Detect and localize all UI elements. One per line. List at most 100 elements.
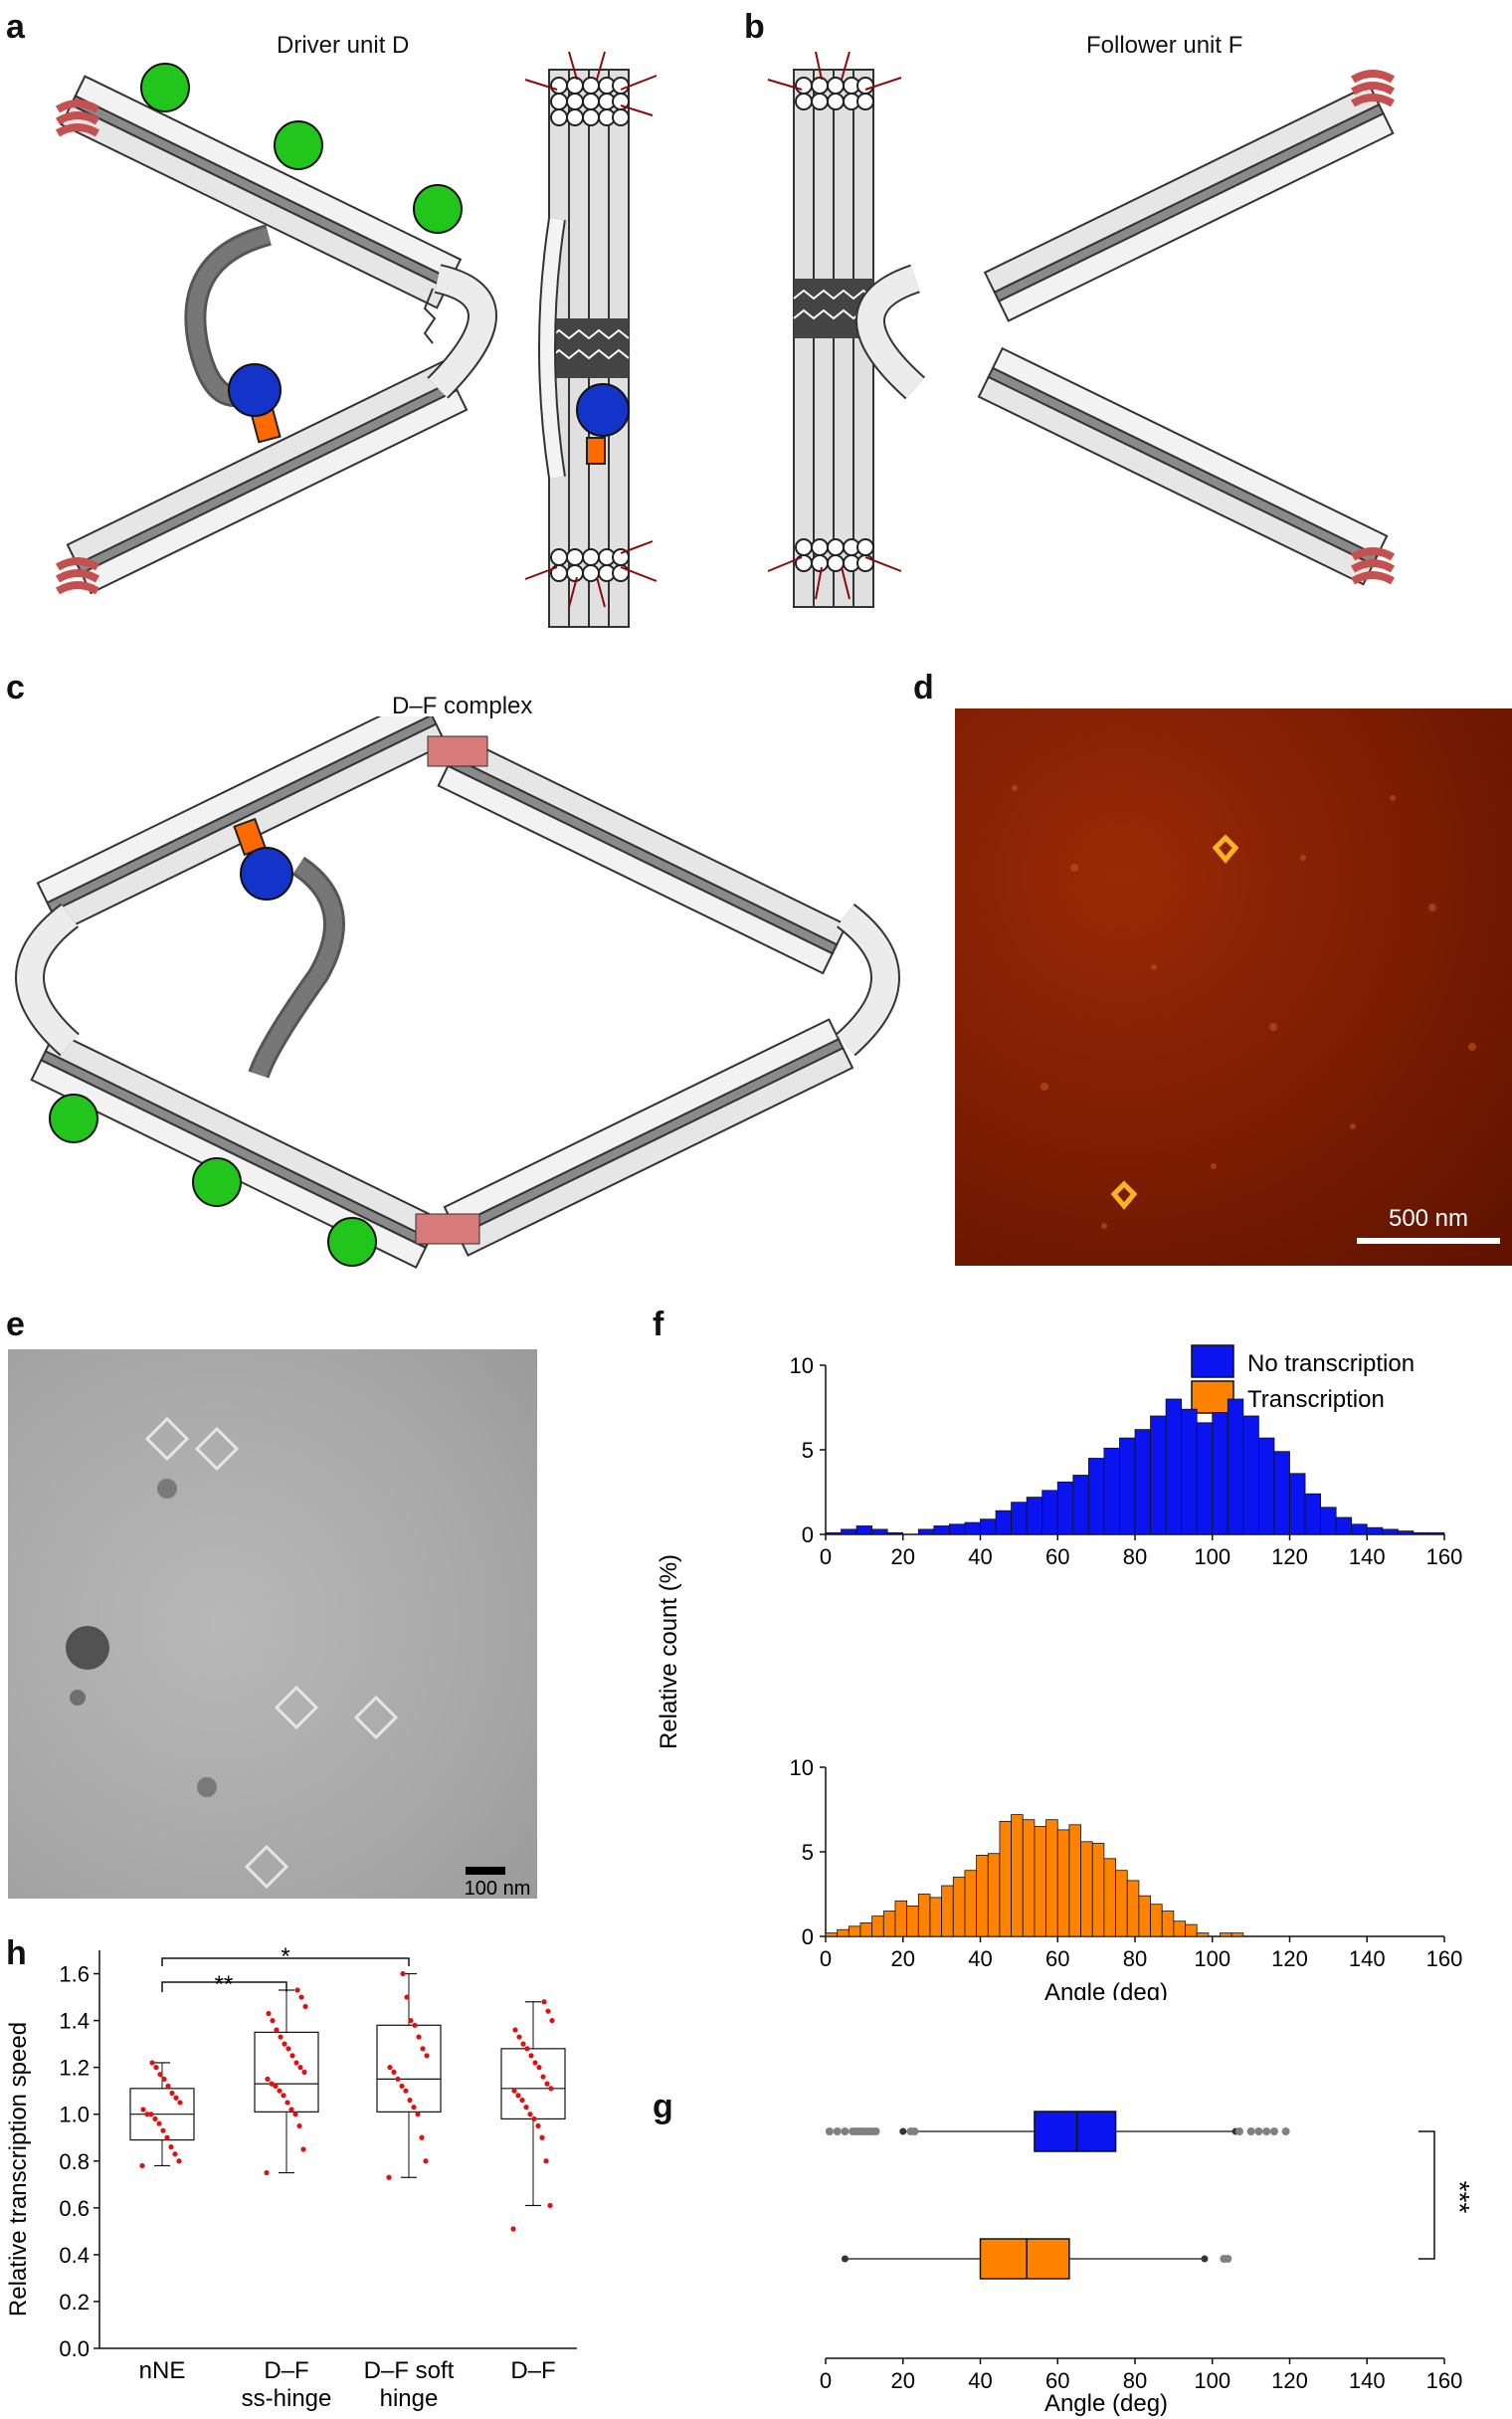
panel-letter-f: f	[653, 1306, 664, 1343]
x-tick-label: 140	[1349, 1946, 1386, 1971]
outlier-point	[1281, 2127, 1290, 2135]
df-complex-schematic	[15, 716, 900, 1269]
legend-label-transcription: Transcription	[1247, 1386, 1385, 1413]
data-point	[149, 2060, 155, 2066]
data-point	[294, 1987, 300, 1993]
data-point	[176, 2158, 182, 2164]
outlier-point	[841, 2127, 850, 2135]
driver-unit-schematic	[55, 51, 658, 628]
data-point	[511, 2088, 517, 2094]
histogram-bar	[964, 1521, 981, 1535]
data-point	[416, 2034, 422, 2040]
data-point	[512, 2027, 518, 2033]
data-point	[156, 2120, 162, 2126]
y-tick-label: 0.0	[59, 2336, 90, 2361]
histogram-bar	[871, 1528, 888, 1535]
x-tick-label: D–F	[264, 2357, 308, 2384]
histogram-bar	[1138, 1895, 1151, 1937]
histogram-bar	[1103, 1858, 1116, 1937]
y-tick-label: 1.2	[59, 2056, 90, 2081]
data-point	[139, 2162, 145, 2169]
data-point	[544, 2081, 550, 2087]
data-point	[524, 2046, 530, 2052]
histogram-bar	[1320, 1507, 1337, 1535]
x-axis-label: Angle (deg)	[1044, 1979, 1168, 2000]
histogram-bar	[1056, 1829, 1070, 1937]
follower-unit-schematic	[767, 51, 1396, 608]
histogram-bar	[906, 1906, 919, 1937]
box	[500, 2048, 566, 2120]
x-axis-label: Angle (deg)	[1044, 2390, 1168, 2417]
data-point	[395, 2076, 401, 2083]
histogram-bar	[1045, 1819, 1058, 1937]
x-tick-label: 40	[968, 1544, 992, 1569]
green-label-dot	[192, 1157, 242, 1207]
histogram-bar	[1220, 1932, 1232, 1937]
box	[1034, 2111, 1117, 2152]
histogram-bar	[825, 1932, 839, 1937]
data-point	[152, 2116, 158, 2122]
outlier-point	[1254, 2127, 1263, 2135]
data-point	[269, 2081, 275, 2087]
outlier-point	[833, 2127, 842, 2135]
data-point	[549, 2017, 555, 2024]
legend-swatch-transcription	[1191, 1380, 1234, 1414]
x-tick-label: 0	[820, 2368, 832, 2393]
histogram-chart: Relative count (%) Angle (deg) No transc…	[656, 1344, 1462, 2000]
x-tick-label: 20	[891, 1946, 915, 1971]
green-label-dot	[49, 1094, 98, 1143]
rnap-blue-dot	[228, 363, 282, 417]
histogram-bar	[1056, 1481, 1074, 1535]
panel-letter-b: b	[744, 8, 765, 46]
data-point	[278, 2034, 284, 2040]
angle-boxplot-chart: Angle (deg) *** 0 20 40 60 80 100 120 140 160	[820, 2111, 1475, 2417]
data-point	[516, 2034, 522, 2040]
rnap-blue-dot	[240, 847, 293, 901]
data-point	[292, 2112, 298, 2117]
data-point	[300, 2146, 306, 2152]
panel-letter-g: g	[653, 2088, 673, 2125]
data-point	[399, 2083, 405, 2090]
histogram-bar	[841, 1528, 857, 1535]
data-point	[282, 2041, 287, 2047]
data-point	[412, 2022, 418, 2028]
data-point	[160, 2127, 166, 2133]
x-tick-label: 100	[1194, 1544, 1230, 1569]
x-tick-label: nNE	[139, 2357, 186, 2384]
data-point	[298, 1994, 304, 2000]
data-point	[177, 2100, 183, 2106]
y-tick-label: 10	[790, 1755, 814, 1780]
data-point	[407, 2097, 413, 2104]
histogram-bar	[1304, 1493, 1321, 1535]
data-point	[264, 2169, 270, 2176]
histogram-bar	[1366, 1526, 1384, 1535]
follower-upper-arm	[983, 84, 1395, 322]
whisker-end	[841, 2255, 849, 2263]
legend-swatch-no-transcription	[1191, 1344, 1234, 1378]
data-point	[270, 2017, 276, 2024]
x-tick-label: 60	[1045, 1544, 1069, 1569]
data-point	[284, 2100, 290, 2106]
histogram-bar	[917, 1894, 931, 1937]
data-point	[173, 2095, 179, 2101]
data-point	[301, 2069, 307, 2075]
histogram-bar	[1335, 1516, 1353, 1535]
x-tick-label: ss-hinge	[242, 2385, 332, 2412]
histogram-bar	[1026, 1497, 1043, 1535]
data-point	[536, 2065, 542, 2071]
x-tick-label: 20	[891, 1544, 915, 1569]
histogram-bar	[1150, 1904, 1163, 1937]
significance-bracket	[1418, 2130, 1435, 2260]
histogram-bar	[1011, 1502, 1028, 1535]
data-point	[510, 2226, 516, 2232]
scalebar	[1357, 1238, 1500, 1244]
data-point	[296, 2122, 302, 2129]
data-point	[285, 2046, 291, 2052]
histogram-bar	[894, 1900, 908, 1937]
histogram-bar	[980, 1518, 997, 1535]
x-tick-label: 60	[1045, 2368, 1069, 2393]
y-tick-label: 5	[802, 1438, 814, 1463]
afm-particle	[1212, 834, 1239, 864]
data-point	[288, 2107, 294, 2113]
histogram-bar	[1196, 1932, 1210, 1937]
